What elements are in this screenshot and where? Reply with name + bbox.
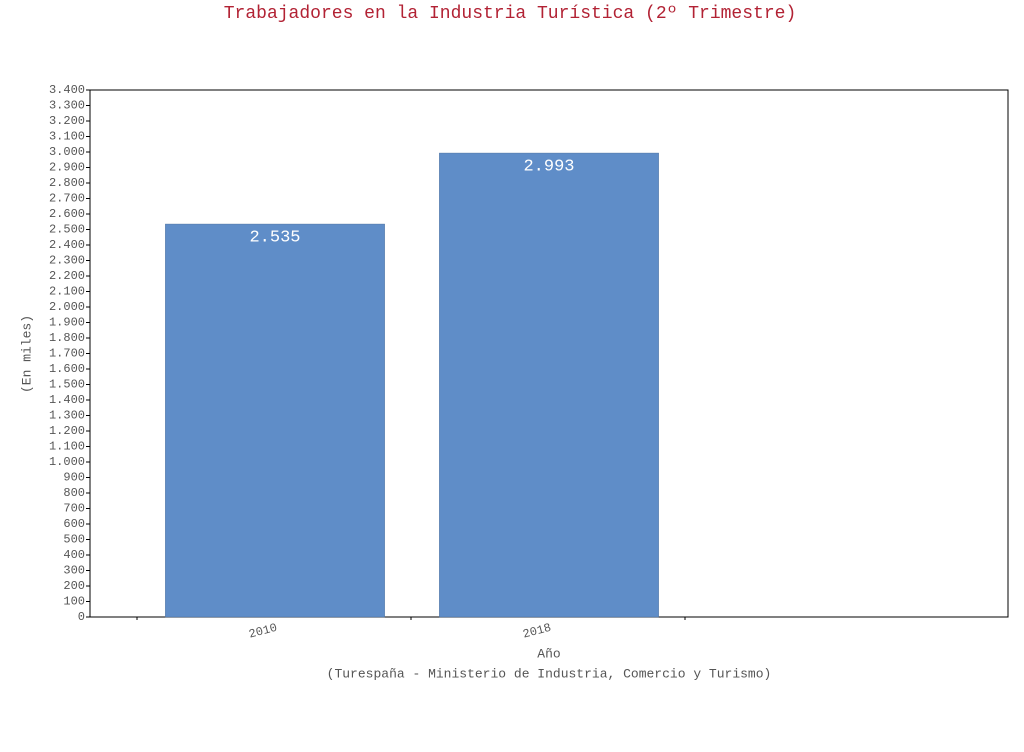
y-tick-label: 1.800 bbox=[49, 331, 85, 345]
y-tick-label: 1.300 bbox=[49, 409, 85, 423]
y-tick-label: 1.900 bbox=[49, 316, 85, 330]
y-tick-label: 2.500 bbox=[49, 223, 85, 237]
bar bbox=[165, 223, 385, 618]
y-tick-label: 2.000 bbox=[49, 300, 85, 314]
value-label: 2.535 bbox=[249, 229, 300, 248]
y-tick-label: 700 bbox=[63, 502, 85, 516]
y-tick-label: 1.500 bbox=[49, 378, 85, 392]
y-tick-label: 1.600 bbox=[49, 362, 85, 376]
y-tick-label: 1.100 bbox=[49, 440, 85, 454]
y-tick-label: 2.700 bbox=[49, 192, 85, 206]
bar bbox=[439, 152, 659, 618]
x-tick-label: 2018 bbox=[521, 621, 552, 642]
y-tick-label: 1.000 bbox=[49, 455, 85, 469]
y-tick-label: 2.600 bbox=[49, 207, 85, 221]
y-tick-label: 3.200 bbox=[49, 114, 85, 128]
y-tick-label: 300 bbox=[63, 564, 85, 578]
y-tick-label: 2.300 bbox=[49, 254, 85, 268]
y-tick-label: 500 bbox=[63, 533, 85, 547]
y-tick-label: 100 bbox=[63, 595, 85, 609]
y-tick-label: 2.400 bbox=[49, 238, 85, 252]
y-axis-label: (En miles) bbox=[19, 315, 34, 393]
y-tick-label: 3.000 bbox=[49, 145, 85, 159]
y-tick-label: 1.700 bbox=[49, 347, 85, 361]
y-tick-label: 0 bbox=[78, 610, 85, 624]
y-tick-label: 3.100 bbox=[49, 130, 85, 144]
y-tick-label: 2.900 bbox=[49, 161, 85, 175]
y-tick-label: 200 bbox=[63, 579, 85, 593]
x-axis-label: Año bbox=[537, 646, 560, 661]
y-tick-label: 3.400 bbox=[49, 83, 85, 97]
y-tick-label: 2.100 bbox=[49, 285, 85, 299]
value-label: 2.993 bbox=[523, 158, 574, 177]
y-tick-label: 800 bbox=[63, 486, 85, 500]
y-tick-label: 900 bbox=[63, 471, 85, 485]
y-tick-label: 1.400 bbox=[49, 393, 85, 407]
x-tick-label: 2010 bbox=[247, 621, 278, 642]
source-note: (Turespaña - Ministerio de Industria, Co… bbox=[327, 666, 772, 681]
y-tick-label: 400 bbox=[63, 548, 85, 562]
y-tick-label: 3.300 bbox=[49, 99, 85, 113]
y-tick-label: 2.800 bbox=[49, 176, 85, 190]
y-tick-label: 600 bbox=[63, 517, 85, 531]
y-tick-label: 2.200 bbox=[49, 269, 85, 283]
chart-title: Trabajadores en la Industria Turística (… bbox=[224, 4, 797, 24]
y-tick-label: 1.200 bbox=[49, 424, 85, 438]
